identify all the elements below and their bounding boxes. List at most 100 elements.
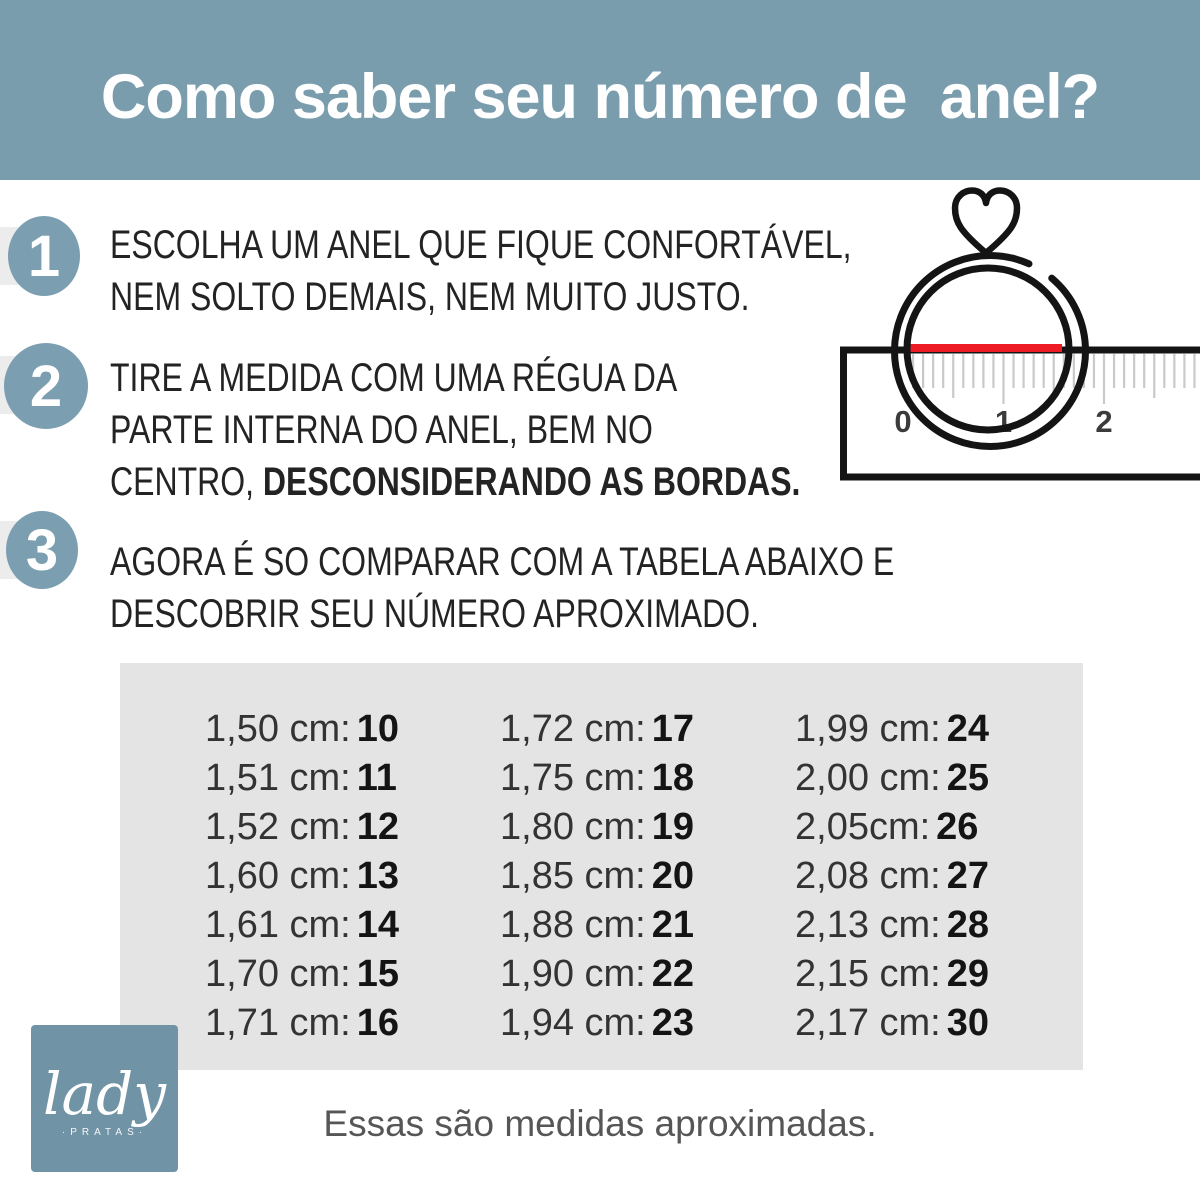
measure-label: 2,08 cm: bbox=[795, 855, 941, 897]
measure-label: 1,80 cm: bbox=[500, 806, 646, 848]
step-2-text: TIRE A MEDIDA COM UMA RÉGUA DA PARTE INT… bbox=[110, 352, 800, 508]
size-table: 1,50 cm: 10 1,51 cm: 11 1,52 cm: 12 1,60 cm: 13… bbox=[120, 663, 1083, 1070]
step-3-badge: 3 bbox=[6, 511, 78, 589]
brand-logo: lady ·PRATAS· bbox=[31, 1025, 178, 1172]
measure-label: 1,60 cm: bbox=[205, 855, 351, 897]
table-row: 1,88 cm: 21 bbox=[500, 901, 795, 950]
brand-name: lady bbox=[42, 1060, 167, 1128]
table-row: 1,51 cm: 11 bbox=[205, 754, 500, 803]
table-row: 1,61 cm: 14 bbox=[205, 901, 500, 950]
step-3-line-2: DESCOBRIR SEU NÚMERO APROXIMADO. bbox=[110, 592, 759, 636]
step-2-line-1: TIRE A MEDIDA COM UMA RÉGUA DA bbox=[110, 356, 678, 400]
measure-label: 1,70 cm: bbox=[205, 953, 351, 995]
measure-label: 1,88 cm: bbox=[500, 904, 646, 946]
table-row: 1,60 cm: 13 bbox=[205, 852, 500, 901]
table-row: 2,05cm: 26 bbox=[795, 803, 989, 852]
ring-size-value: 12 bbox=[356, 806, 400, 848]
header-banner: Como saber seu número de anel? bbox=[0, 0, 1200, 180]
ring-size-value: 25 bbox=[946, 757, 990, 799]
ring-inner-band bbox=[903, 264, 1073, 434]
table-row: 2,00 cm: 25 bbox=[795, 754, 989, 803]
ring-size-value: 15 bbox=[356, 953, 400, 995]
ring-size-value: 24 bbox=[946, 708, 990, 750]
measure-label: 1,71 cm: bbox=[205, 1002, 351, 1044]
ring-size-value: 22 bbox=[651, 953, 695, 995]
table-row: 1,75 cm: 18 bbox=[500, 754, 795, 803]
step-1-text: ESCOLHA UM ANEL QUE FIQUE CONFORTÁVEL, N… bbox=[110, 219, 852, 323]
table-row: 2,15 cm: 29 bbox=[795, 950, 989, 999]
step-1-line-2: NEM SOLTO DEMAIS, NEM MUITO JUSTO. bbox=[110, 275, 750, 319]
table-row: 1,85 cm: 20 bbox=[500, 852, 795, 901]
ring-size-value: 27 bbox=[946, 855, 990, 897]
ring-size-value: 23 bbox=[651, 1002, 695, 1044]
measure-label: 1,51 cm: bbox=[205, 757, 351, 799]
measure-label: 1,52 cm: bbox=[205, 806, 351, 848]
ring-size-value: 17 bbox=[651, 708, 695, 750]
table-row: 2,13 cm: 28 bbox=[795, 901, 989, 950]
measure-label: 1,99 cm: bbox=[795, 708, 941, 750]
table-column: 1,99 cm: 24 2,00 cm: 25 2,05cm: 26 2,08 cm: 27 2… bbox=[795, 705, 989, 1048]
ruler-number: 1 bbox=[995, 404, 1012, 439]
step-3-line-1: AGORA É SO COMPARAR COM A TABELA ABAIXO … bbox=[110, 540, 895, 584]
measure-label: 2,13 cm: bbox=[795, 904, 941, 946]
ring-size-value: 11 bbox=[356, 757, 397, 799]
page-title: Como saber seu número de anel? bbox=[100, 62, 1100, 132]
measure-label: 1,61 cm: bbox=[205, 904, 351, 946]
ring-size-value: 30 bbox=[946, 1002, 990, 1044]
step-1-number: 1 bbox=[27, 223, 61, 289]
ring-size-value: 19 bbox=[651, 806, 695, 848]
step-2-line-3-bold: DESCONSIDERANDO AS BORDAS. bbox=[262, 460, 801, 504]
measure-label: 1,94 cm: bbox=[500, 1002, 646, 1044]
table-row: 2,08 cm: 27 bbox=[795, 852, 989, 901]
brand-subtitle: ·PRATAS· bbox=[61, 1127, 148, 1138]
ring-size-value: 14 bbox=[356, 904, 400, 946]
ring-ruler-illustration: 0 1 2 bbox=[840, 187, 1200, 481]
table-row: 1,99 cm: 24 bbox=[795, 705, 989, 754]
step-2-badge: 2 bbox=[4, 343, 88, 429]
step-2-line-3-regular: CENTRO, bbox=[110, 460, 263, 504]
size-table-columns: 1,50 cm: 10 1,51 cm: 11 1,52 cm: 12 1,60 cm: 13… bbox=[120, 663, 1083, 1048]
ring-size-value: 20 bbox=[651, 855, 695, 897]
measure-label: 1,50 cm: bbox=[205, 708, 351, 750]
table-column: 1,50 cm: 10 1,51 cm: 11 1,52 cm: 12 1,60 cm: 13… bbox=[205, 705, 500, 1048]
step-2-line-2: PARTE INTERNA DO ANEL, BEM NO bbox=[110, 408, 653, 452]
measure-label: 2,05cm: bbox=[795, 806, 931, 848]
ring-size-value: 18 bbox=[651, 757, 695, 799]
step-2-number: 2 bbox=[29, 353, 63, 419]
heart-icon bbox=[951, 187, 1021, 257]
step-1-line-1: ESCOLHA UM ANEL QUE FIQUE CONFORTÁVEL, bbox=[110, 223, 852, 267]
measure-label: 1,85 cm: bbox=[500, 855, 646, 897]
table-row: 1,52 cm: 12 bbox=[205, 803, 500, 852]
ring-size-value: 29 bbox=[946, 953, 990, 995]
table-column: 1,72 cm: 17 1,75 cm: 18 1,80 cm: 19 1,85 cm: 20… bbox=[500, 705, 795, 1048]
ruler-number: 0 bbox=[894, 404, 911, 439]
ring-outer-band bbox=[891, 252, 1089, 450]
table-row: 1,70 cm: 15 bbox=[205, 950, 500, 999]
table-row: 1,90 cm: 22 bbox=[500, 950, 795, 999]
ring-size-value: 28 bbox=[946, 904, 990, 946]
ring-size-value: 10 bbox=[356, 708, 400, 750]
ring-size-value: 21 bbox=[651, 904, 695, 946]
table-row: 1,94 cm: 23 bbox=[500, 999, 795, 1048]
ruler-number: 2 bbox=[1095, 404, 1112, 439]
step-1-badge: 1 bbox=[8, 216, 80, 296]
ring-size-value: 16 bbox=[356, 1002, 400, 1044]
measure-label: 2,15 cm: bbox=[795, 953, 941, 995]
measure-label: 2,17 cm: bbox=[795, 1002, 941, 1044]
measure-label: 1,75 cm: bbox=[500, 757, 646, 799]
ring-size-value: 26 bbox=[936, 806, 979, 848]
step-3-number: 3 bbox=[25, 517, 59, 583]
ring-size-value: 13 bbox=[356, 855, 400, 897]
table-row: 1,50 cm: 10 bbox=[205, 705, 500, 754]
measure-label: 1,90 cm: bbox=[500, 953, 646, 995]
measure-label: 1,72 cm: bbox=[500, 708, 646, 750]
footer-note: Essas são medidas aproximadas. bbox=[323, 1103, 877, 1144]
step-2-line-3: CENTRO, DESCONSIDERANDO AS BORDAS. bbox=[110, 456, 800, 508]
measure-label: 2,00 cm: bbox=[795, 757, 941, 799]
table-row: 1,72 cm: 17 bbox=[500, 705, 795, 754]
table-row: 1,71 cm: 16 bbox=[205, 999, 500, 1048]
table-row: 2,17 cm: 30 bbox=[795, 999, 989, 1048]
table-row: 1,80 cm: 19 bbox=[500, 803, 795, 852]
step-3-text: AGORA É SO COMPARAR COM A TABELA ABAIXO … bbox=[110, 536, 894, 640]
